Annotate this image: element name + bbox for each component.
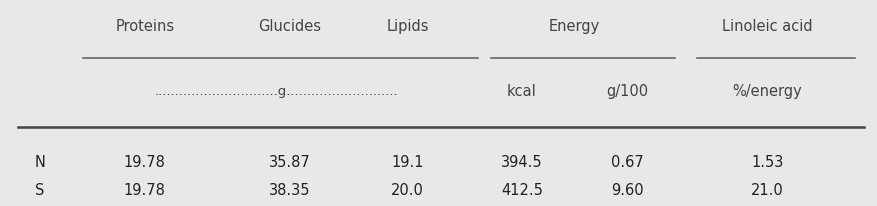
Text: kcal: kcal <box>507 84 537 99</box>
Text: 38.35: 38.35 <box>268 183 310 198</box>
Text: 20.0: 20.0 <box>391 183 424 198</box>
Text: 19.1: 19.1 <box>391 155 424 170</box>
Text: 35.87: 35.87 <box>268 155 310 170</box>
Text: g/100: g/100 <box>606 84 648 99</box>
Text: Linoleic acid: Linoleic acid <box>722 19 813 34</box>
Text: 394.5: 394.5 <box>501 155 543 170</box>
Text: 19.78: 19.78 <box>124 155 166 170</box>
Text: S: S <box>35 183 45 198</box>
Text: 9.60: 9.60 <box>610 183 644 198</box>
Text: 412.5: 412.5 <box>501 183 543 198</box>
Text: Glucides: Glucides <box>258 19 321 34</box>
Text: 21.0: 21.0 <box>751 183 784 198</box>
Text: Lipids: Lipids <box>387 19 429 34</box>
Text: 0.67: 0.67 <box>610 155 644 170</box>
Text: 1.53: 1.53 <box>752 155 783 170</box>
Text: 19.78: 19.78 <box>124 183 166 198</box>
Text: N: N <box>35 155 46 170</box>
Text: Proteins: Proteins <box>115 19 175 34</box>
Text: Energy: Energy <box>549 19 600 34</box>
Text: %/energy: %/energy <box>732 84 802 99</box>
Text: ..............................g...........................: ..............................g.........… <box>154 85 398 98</box>
